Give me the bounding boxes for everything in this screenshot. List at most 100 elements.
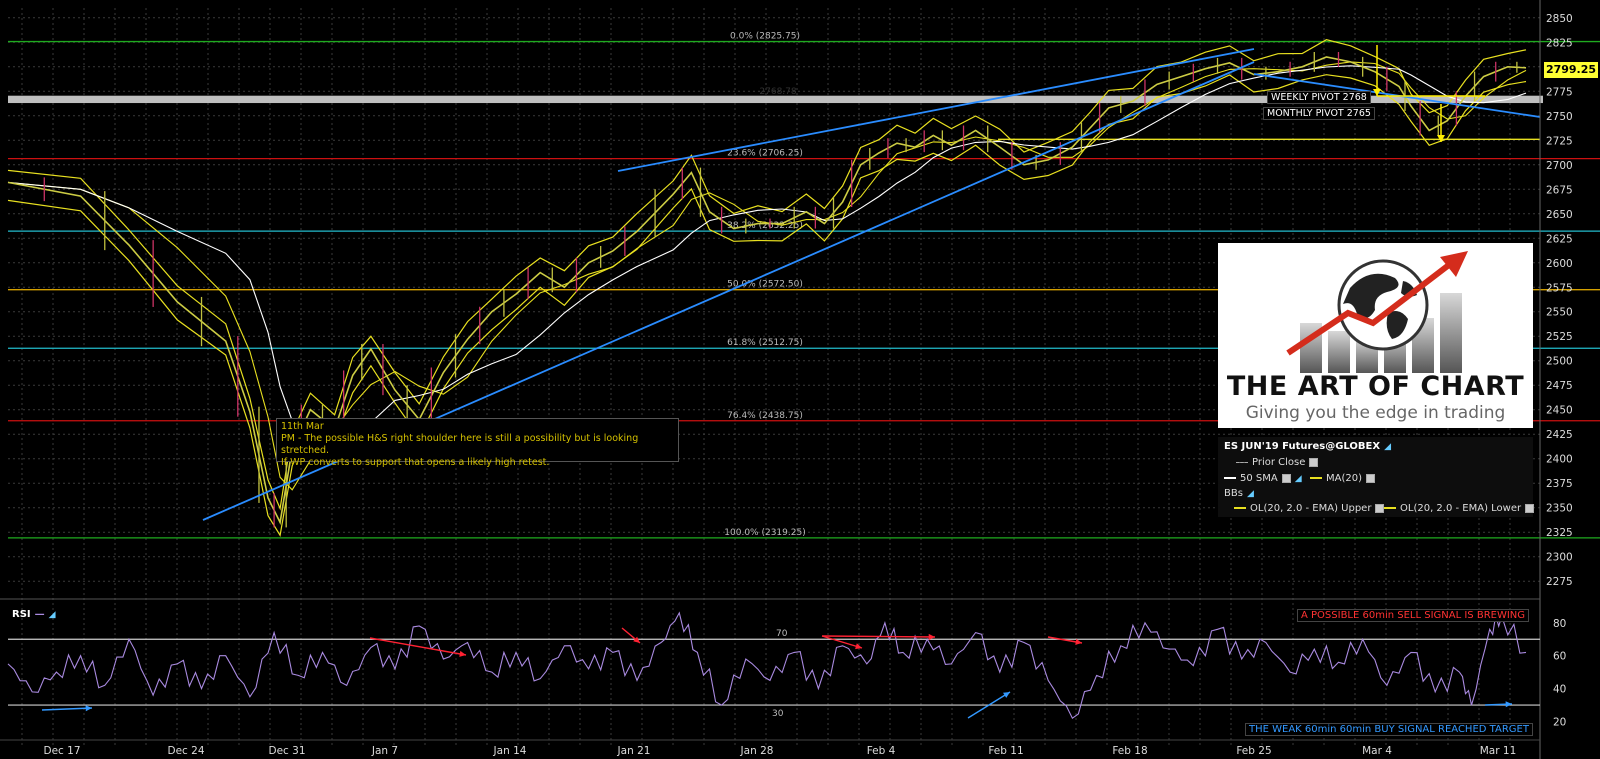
price-tick-label: 2375: [1546, 478, 1573, 490]
signal-arrows: [41, 627, 1513, 719]
commentary-note: 11th Mar PM - The possible H&S right sho…: [276, 418, 679, 468]
price-tick-label: 2750: [1546, 111, 1573, 123]
date-tick-label: Jan 14: [493, 745, 527, 757]
last-price-label: 2799.25: [1544, 62, 1598, 78]
date-tick-label: Feb 11: [988, 745, 1023, 757]
note-line-2: If WP converts to support that opens a l…: [281, 457, 550, 468]
rsi-tick-label: 80: [1553, 618, 1566, 630]
fib-label: 76.4% (2438.75): [727, 411, 803, 421]
price-tick-label: 2725: [1546, 135, 1573, 147]
price-tick-label: 2400: [1546, 454, 1573, 466]
sell-arrow: [821, 635, 936, 638]
legend-prior-close[interactable]: Prior Close: [1236, 457, 1319, 468]
date-tick-label: Feb 18: [1112, 745, 1147, 757]
buy-signal-note: THE WEAK 60min 60min BUY SIGNAL REACHED …: [1245, 723, 1533, 736]
price-line: [7, 56, 1527, 525]
date-tick-label: Mar 11: [1480, 745, 1517, 757]
checkbox-icon[interactable]: [1375, 503, 1385, 513]
buy-arrow-head: [1505, 701, 1512, 708]
price-tick-label: 2775: [1546, 86, 1573, 98]
sell-arrow: [369, 637, 467, 656]
sell-arrow-head: [633, 636, 640, 643]
monthly-pivot-label: MONTHLY PIVOT 2765: [1263, 107, 1375, 120]
price-tick-label: 2350: [1546, 503, 1573, 515]
price-tick-label: 2325: [1546, 527, 1573, 539]
price-tick-label: 2600: [1546, 258, 1573, 270]
chart-legend: ES JUN'19 Futures@GLOBEX ◢ Prior Close 50…: [1218, 437, 1535, 517]
target-arrowhead: [1373, 89, 1381, 96]
legend-sma50[interactable]: 50 SMA ◢: [1224, 473, 1302, 484]
note-date: 11th Mar: [281, 421, 324, 432]
price-tick-label: 2700: [1546, 160, 1573, 172]
weekly-pivot-label: WEEKLY PIVOT 2768: [1267, 91, 1371, 104]
sell-arrow-head: [855, 643, 862, 650]
checkbox-icon[interactable]: [1281, 473, 1291, 483]
price-tick-label: 2450: [1546, 405, 1573, 417]
pivot-band: 2768.78: [8, 87, 1543, 104]
price-axis: 2850282528002775275027252700267526502625…: [1539, 0, 1573, 759]
date-tick-label: Feb 25: [1236, 745, 1271, 757]
sell-signal-note: A POSSIBLE 60min SELL SIGNAL IS BREWING: [1297, 609, 1530, 622]
logo-title: THE ART OF CHART: [1226, 371, 1525, 402]
price-tick-label: 2525: [1546, 331, 1573, 343]
fib-label: 23.6% (2706.25): [727, 149, 803, 159]
date-tick-label: Dec 17: [43, 745, 80, 757]
legend-bb-lower[interactable]: OL(20, 2.0 - EMA) Lower: [1384, 503, 1535, 514]
fib-label: 100.0% (2319.25): [724, 528, 805, 538]
price-tick-label: 2475: [1546, 380, 1573, 392]
date-tick-label: Jan 28: [740, 745, 774, 757]
legend-ma20[interactable]: MA(20): [1310, 473, 1375, 484]
legend-bb-upper[interactable]: OL(20, 2.0 - EMA) Upper: [1234, 503, 1385, 514]
rsi-menu-icon[interactable]: ◢: [48, 610, 56, 620]
date-tick-label: Dec 24: [167, 745, 204, 757]
rsi-70-label: 70: [776, 629, 788, 639]
price-tick-label: 2300: [1546, 552, 1573, 564]
rsi-tick-label: 20: [1553, 717, 1566, 729]
bb-upper-line: [7, 39, 1527, 511]
trend-line: [617, 48, 1255, 172]
brand-logo: THE ART OF CHART Giving you the edge in …: [1218, 243, 1533, 428]
fib-label: 0.0% (2825.75): [730, 32, 800, 42]
legend-bbs[interactable]: BBs ◢: [1224, 488, 1254, 499]
checkbox-icon[interactable]: [1525, 503, 1535, 513]
sell-arrow: [821, 635, 863, 649]
price-series: [7, 51, 1527, 528]
legend-menu-icon[interactable]: ◢: [1246, 489, 1254, 499]
price-tick-label: 2500: [1546, 356, 1573, 368]
buy-arrow-head: [1003, 692, 1010, 698]
fib-label: 61.8% (2512.75): [727, 338, 803, 348]
date-tick-label: Dec 31: [268, 745, 305, 757]
rsi-panel: 80 60 40 20 70 30: [0, 598, 1566, 729]
date-tick-label: Feb 4: [867, 745, 896, 757]
pivot-value-label: 2768.78: [759, 87, 796, 97]
price-tick-label: 2625: [1546, 233, 1573, 245]
buy-arrow: [967, 691, 1011, 719]
price-tick-label: 2575: [1546, 282, 1573, 294]
price-tick-label: 2825: [1546, 37, 1573, 49]
rsi-swatch-icon: —: [34, 609, 45, 620]
date-axis: Dec 17 Dec 24 Dec 31 Jan 7 Jan 14 Jan 21 Jan 2…: [0, 739, 1540, 757]
note-line-1: PM - The possible H&S right shoulder her…: [281, 433, 639, 456]
checkbox-icon[interactable]: [1309, 457, 1319, 467]
price-tick-label: 2425: [1546, 429, 1573, 441]
price-tick-label: 2850: [1546, 13, 1573, 25]
legend-menu-icon[interactable]: ◢: [1384, 442, 1392, 452]
price-tick-label: 2675: [1546, 184, 1573, 196]
rsi-label: RSI — ◢: [12, 609, 56, 620]
date-tick-label: Jan 21: [617, 745, 651, 757]
pivot-zone: [8, 95, 1543, 104]
date-tick-label: Mar 4: [1362, 745, 1392, 757]
buy-arrow: [41, 707, 93, 711]
globe-arrow-icon: [1286, 251, 1468, 373]
price-tick-label: 2275: [1546, 576, 1573, 588]
checkbox-icon[interactable]: [1366, 473, 1375, 483]
logo-subtitle: Giving you the edge in trading: [1245, 403, 1506, 423]
rsi-30-label: 30: [772, 709, 784, 719]
legend-title: ES JUN'19 Futures@GLOBEX ◢: [1224, 441, 1392, 452]
rsi-tick-label: 60: [1553, 651, 1566, 663]
legend-menu-icon[interactable]: ◢: [1294, 474, 1302, 484]
date-tick-label: Jan 7: [371, 745, 398, 757]
fib-label: 50.0% (2572.50): [727, 280, 803, 290]
fib-label: 38.2% (2632.25): [727, 221, 803, 231]
sell-arrow-head: [459, 650, 466, 657]
